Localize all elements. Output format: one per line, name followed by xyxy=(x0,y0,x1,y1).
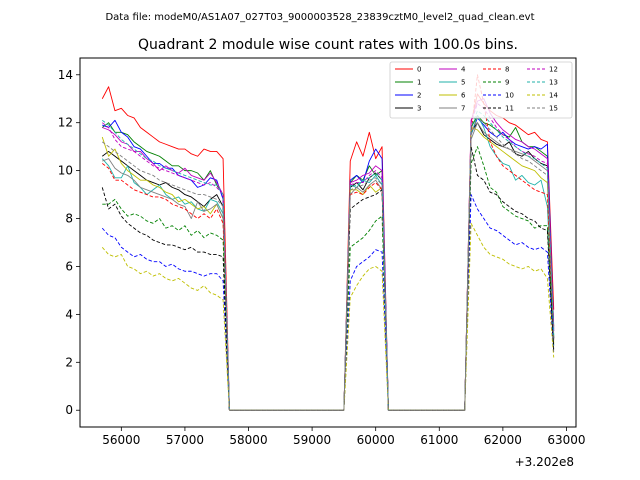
x-tick-label: 62000 xyxy=(484,433,522,447)
legend-label: 12 xyxy=(549,66,558,74)
series-line-2 xyxy=(343,148,389,411)
series-line-0 xyxy=(101,86,230,411)
x-tick-label: 58000 xyxy=(229,433,267,447)
legend-box xyxy=(389,61,573,119)
legend-item-12: 12 xyxy=(527,66,558,74)
legend-item-5: 5 xyxy=(439,79,465,87)
legend-item-10: 10 xyxy=(483,92,514,100)
data-file-label: Data file: modeM0/AS1A07_027T03_90000035… xyxy=(105,12,534,23)
legend-label: 10 xyxy=(505,92,514,100)
x-tick-label: 60000 xyxy=(357,433,395,447)
legend-item-1: 1 xyxy=(395,79,421,87)
series-line-9 xyxy=(464,146,555,411)
series-line-0 xyxy=(343,131,389,411)
series-line-7 xyxy=(102,158,230,411)
series-line-4 xyxy=(343,165,389,411)
series-15 xyxy=(101,117,555,411)
legend-label: 14 xyxy=(549,92,558,100)
legend-label: 0 xyxy=(417,66,421,74)
series-line-14 xyxy=(101,246,230,411)
series-line-2 xyxy=(102,119,230,411)
y-tick-label: 0 xyxy=(65,403,73,417)
legend-label: 1 xyxy=(417,79,421,87)
series-line-15 xyxy=(464,117,555,411)
series-line-11 xyxy=(464,146,555,411)
series-line-14 xyxy=(343,266,389,411)
y-tick-label: 6 xyxy=(65,259,73,273)
series-line-14 xyxy=(464,222,555,411)
x-tick-label: 59000 xyxy=(293,433,331,447)
series-line-5 xyxy=(343,174,389,411)
y-tick-label: 4 xyxy=(65,307,73,321)
series-line-10 xyxy=(101,227,230,411)
y-tick-label: 14 xyxy=(58,68,73,82)
chart-title: Quadrant 2 module wise count rates with … xyxy=(138,37,518,53)
series-line-10 xyxy=(464,194,555,411)
series-line-8 xyxy=(343,182,389,411)
plot-frame xyxy=(79,57,577,428)
y-tick-label: 8 xyxy=(65,212,73,226)
series-line-6 xyxy=(101,136,230,411)
series-line-13 xyxy=(101,119,230,411)
x-offset-label: +3.202e8 xyxy=(515,455,574,469)
legend-label: 15 xyxy=(549,105,558,113)
x-axis: 56000 57000 58000 59000 60000 61000 62000 63000 xyxy=(102,427,586,447)
legend-label: 6 xyxy=(461,92,466,100)
series-line-9 xyxy=(343,215,389,411)
series-line-8 xyxy=(464,74,555,411)
series-line-1 xyxy=(101,122,230,411)
series-line-5 xyxy=(464,115,555,411)
x-tick-label: 57000 xyxy=(166,433,204,447)
legend-item-11: 11 xyxy=(483,105,514,113)
legend-label: 9 xyxy=(505,79,509,87)
series-line-6 xyxy=(464,127,555,411)
legend-item-15: 15 xyxy=(527,105,558,113)
series-line-11 xyxy=(101,187,230,411)
y-tick-label: 10 xyxy=(58,164,73,178)
legend-label: 7 xyxy=(461,105,465,113)
series-line-12 xyxy=(343,170,389,411)
series-line-3 xyxy=(101,150,230,411)
legend-label: 4 xyxy=(461,66,466,74)
series-line-4 xyxy=(102,127,230,411)
series-line-11 xyxy=(343,189,389,411)
legend-item-6: 6 xyxy=(439,92,466,100)
legend-item-0: 0 xyxy=(395,66,421,74)
x-tick-label: 61000 xyxy=(420,433,458,447)
series-line-15 xyxy=(343,177,389,411)
y-tick-label: 2 xyxy=(65,355,73,369)
legend-label: 3 xyxy=(417,105,421,113)
y-axis: 0 2 4 6 8 10 12 14 xyxy=(58,68,80,417)
x-tick-label: 63000 xyxy=(547,433,585,447)
x-tick-label: 56000 xyxy=(102,433,140,447)
legend-item-8: 8 xyxy=(483,66,509,74)
legend-label: 11 xyxy=(505,105,514,113)
legend-label: 2 xyxy=(417,92,421,100)
series-line-10 xyxy=(343,249,389,411)
legend-item-14: 14 xyxy=(527,92,558,100)
legend-label: 13 xyxy=(549,79,558,87)
legend-item-4: 4 xyxy=(439,66,466,74)
legend-item-9: 9 xyxy=(483,79,509,87)
series-layer xyxy=(101,74,555,411)
y-tick-label: 12 xyxy=(58,116,73,130)
legend-label: 5 xyxy=(461,79,465,87)
series-line-13 xyxy=(343,172,389,411)
legend-item-3: 3 xyxy=(395,105,421,113)
series-line-8 xyxy=(101,163,230,411)
series-line-12 xyxy=(101,122,230,411)
series-line-9 xyxy=(102,198,230,411)
legend-label: 8 xyxy=(505,66,509,74)
legend-item-13: 13 xyxy=(527,79,558,87)
legend-item-7: 7 xyxy=(439,105,465,113)
legend-item-2: 2 xyxy=(395,92,421,100)
